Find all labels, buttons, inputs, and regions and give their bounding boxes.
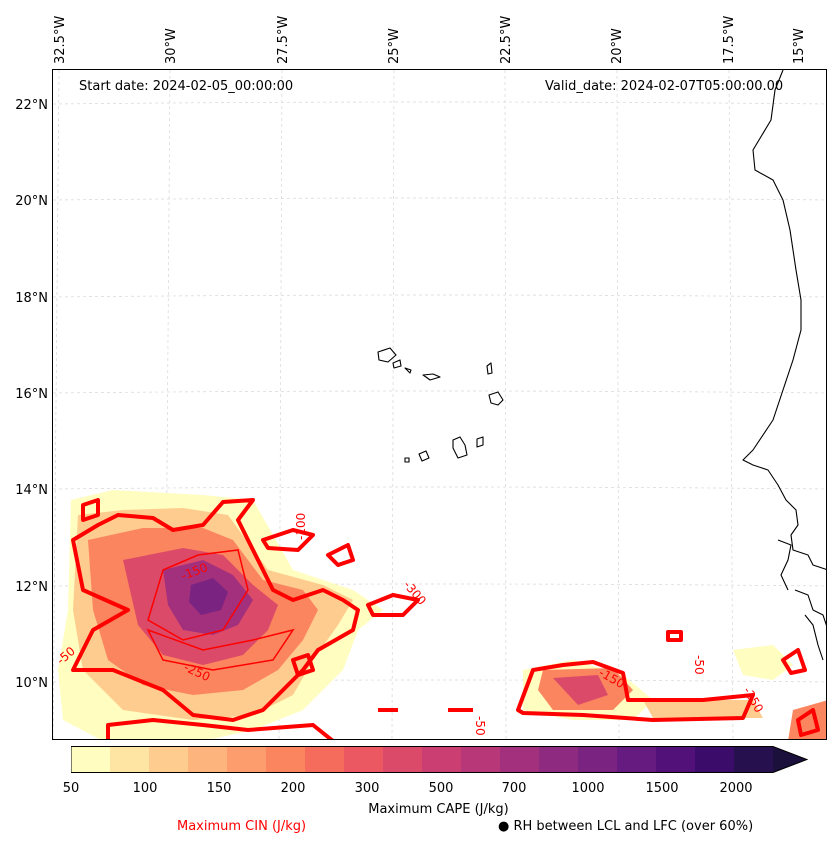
island-santiago [452,436,468,459]
colorbar-title: Maximum CAPE (J/kg) [368,802,509,817]
cin-contour-west-outer [81,498,100,522]
colorbar-tick-300: 300 [354,781,380,796]
coastline-detail-3 [804,614,824,661]
cin-contour-se [796,708,820,737]
lon-label-32-5w: 32.5°W [53,15,68,64]
cape-area-west-5 [189,578,228,615]
island-santo-antao [377,347,397,363]
cin-contour-bottom-left [106,718,334,739]
coastline-detail-2 [794,589,826,626]
lon-label-27-5w: 27.5°W [276,15,291,64]
rh-legend-label: ● RH between LCL and LFC (over 60%) [498,819,753,834]
cin-label-north: -100 [294,513,308,540]
cin-contour-inner-150 [147,549,249,641]
cin-contour-far-east [781,648,807,675]
cin-contour-north-blob [261,528,315,552]
colorbar-segment [461,746,501,773]
colorbar-outline [71,746,808,773]
lat-label-10n: 10°N [15,676,48,691]
lat-label-18n: 18°N [15,291,48,306]
island-santa-luzia [404,367,412,374]
lon-label-17-5w: 17.5°W [722,15,737,64]
colorbar-segment [188,746,228,773]
cin-legend-label: Maximum CIN (J/kg) [177,819,307,834]
cape-area-east-2 [553,675,608,705]
cin-contour-mid [366,593,420,617]
colorbar-tick-150: 150 [206,781,232,796]
colorbar-segment [110,746,150,773]
lat-label-22n: 22°N [15,98,48,113]
lat-label-16n: 16°N [15,387,48,402]
cin-contour-dot [666,630,683,642]
colorbar-segment [149,746,189,773]
lon-label-15w: 15°W [792,28,807,64]
west-africa-coastline [742,70,826,570]
island-sal [486,362,493,375]
cin-label-far-east: -50 [692,655,706,675]
valid-date-label: Valid_date: 2024-02-07T05:00:00.00 [545,79,784,94]
colorbar-segment [617,746,657,773]
island-sao-nicolau [422,373,441,381]
lat-label-14n: 14°N [15,483,48,498]
lon-label-30w: 30°W [164,28,179,64]
start-date-label: Start date: 2024-02-05_00:00:00 [79,79,294,94]
island-fogo [418,450,430,462]
map-panel[interactable]: -50 -150 -250 -100 -300 -50 -150 -50 -25… [52,69,827,740]
colorbar-segment [344,746,384,773]
cin-contour-small [291,653,315,677]
colorbar-tick-200: 200 [280,781,306,796]
lon-label-20w: 20°W [610,28,625,64]
cin-contours [71,498,820,739]
colorbar-tick-1000: 1000 [571,781,605,796]
colorbar-segment [71,746,111,773]
colorbar-segment [734,746,774,773]
colorbar-segment [305,746,345,773]
lat-label-12n: 12°N [15,580,48,595]
colorbar-segment [500,746,540,773]
cape-area-east-strip [643,700,763,718]
colorbar-tick-2000: 2000 [719,781,753,796]
colorbar-segment [656,746,696,773]
island-sao-vicente [392,359,402,369]
colorbar-segment [578,746,618,773]
cin-contour-east-main [516,660,755,722]
colorbar-segment [539,746,579,773]
island-brava [404,457,410,463]
colorbar-segments [71,746,807,773]
cape-area-far-east [733,645,793,680]
colorbar-segment [227,746,267,773]
island-maio [476,436,484,448]
coastlines [377,70,826,661]
map-canvas: -50 -150 -250 -100 -300 -50 -150 -50 -25… [53,70,826,739]
rh-legend-text: RH between LCL and LFC (over 60%) [513,819,754,834]
cape-filled-contours [58,490,826,739]
cin-contours-thin [146,549,295,671]
colorbar-segment [383,746,423,773]
cin-label-mid: -300 [401,578,429,608]
colorbar-segment [695,746,735,773]
cin-contour-inner-250 [146,628,295,671]
colorbar-tick-100: 100 [132,781,158,796]
colorbar-tick-50: 50 [62,781,80,796]
lat-label-20n: 20°N [15,194,48,209]
rh-dot-icon: ● [498,819,510,834]
colorbar-extend-arrow [773,746,807,773]
colorbar-tick-1500: 1500 [645,781,679,796]
island-boa-vista [488,391,504,406]
colorbar-tick-700: 700 [501,781,527,796]
colorbar-tick-500: 500 [428,781,454,796]
cin-contour-east-1 [326,543,355,567]
cin-contour-west-main [71,498,360,722]
cin-label-center: -50 [473,716,487,736]
coastline-detail-1 [777,539,792,591]
lon-label-22-5w: 22.5°W [499,15,514,64]
cape-colorbar [71,746,808,773]
lon-label-25w: 25°W [387,28,402,64]
colorbar-segment [266,746,306,773]
colorbar-segment [422,746,462,773]
